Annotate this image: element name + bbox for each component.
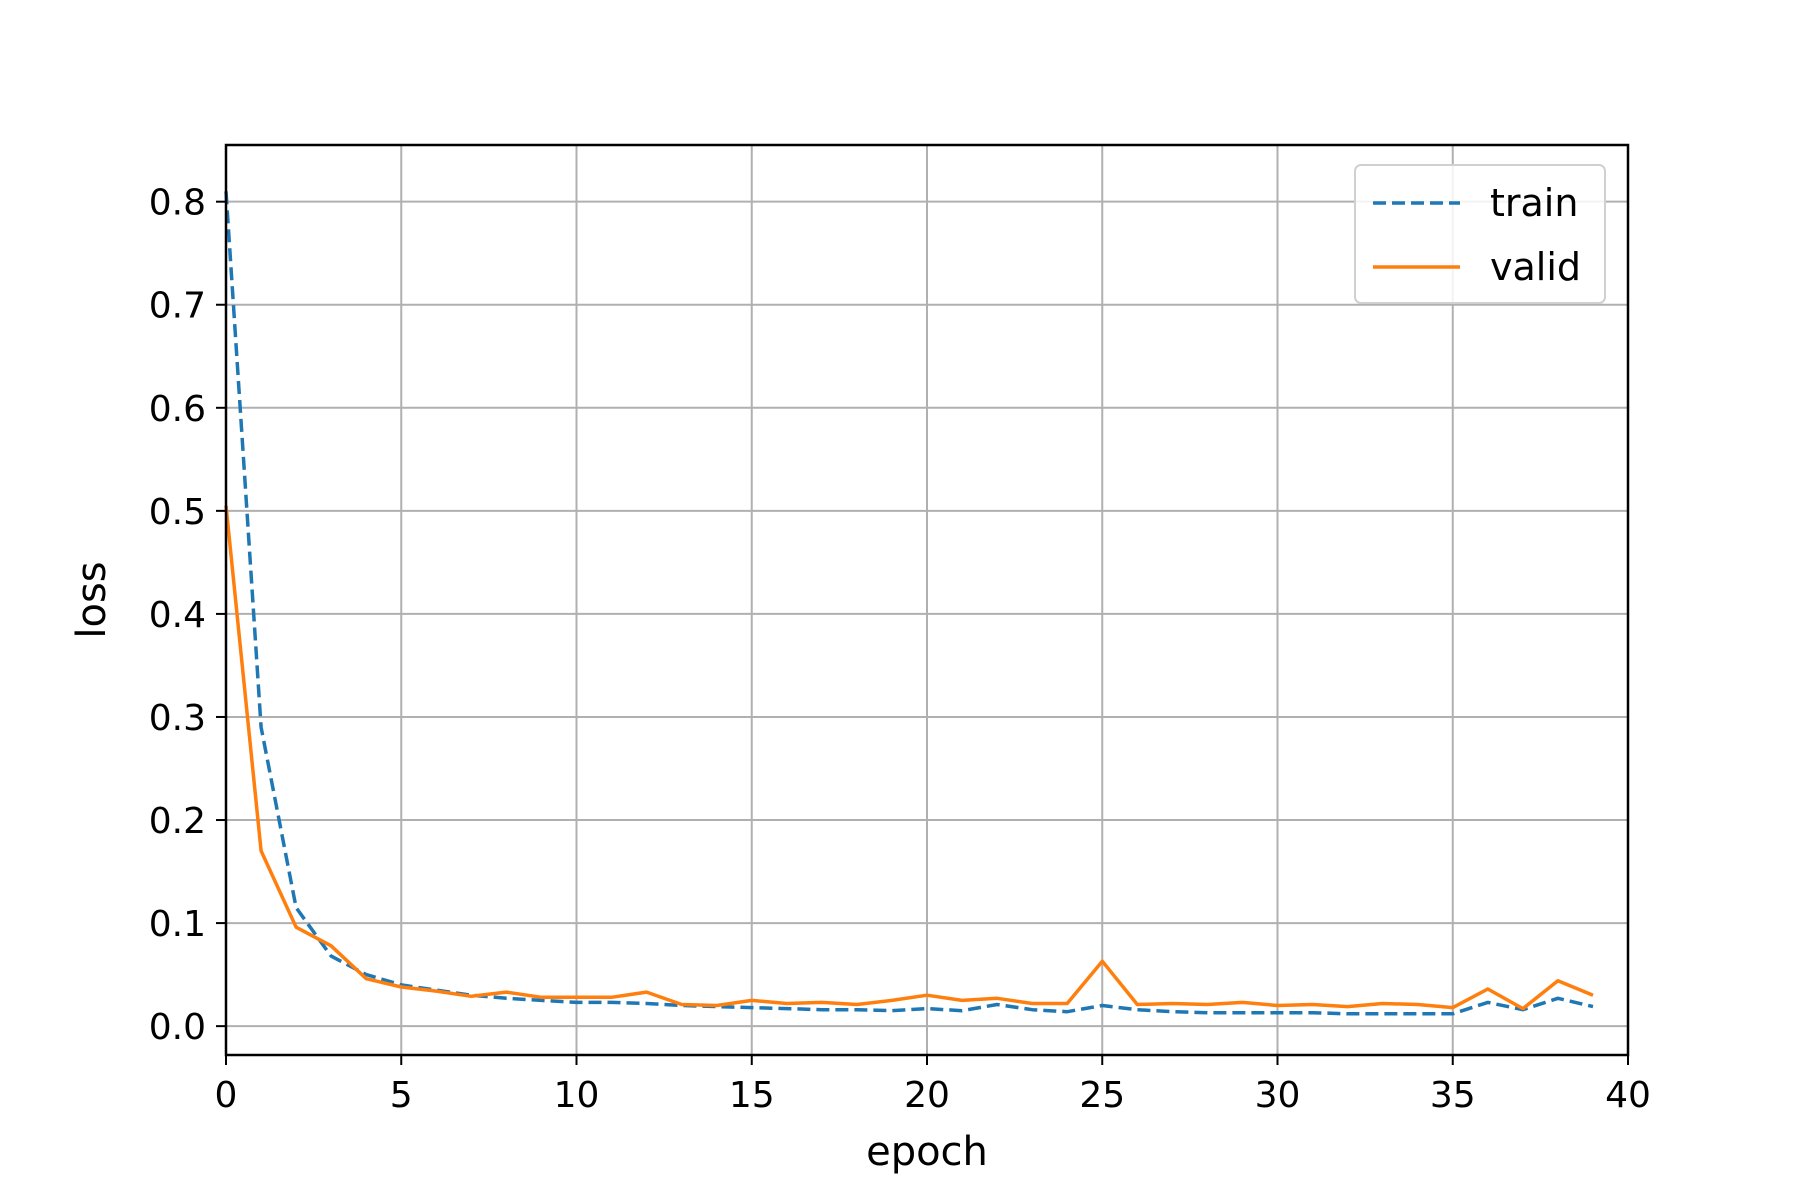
x-tick-label: 0: [215, 1075, 238, 1116]
y-tick-label: 0.4: [149, 595, 206, 636]
y-tick-label: 0.6: [149, 389, 206, 430]
y-axis-label: loss: [69, 561, 115, 638]
x-tick-label: 10: [554, 1075, 600, 1116]
x-tick-label: 35: [1430, 1075, 1476, 1116]
series-lines: [224, 191, 1594, 1016]
x-tick-label: 5: [390, 1075, 413, 1116]
x-tick-label: 30: [1255, 1075, 1301, 1116]
x-axis: 0 5 10 15 20 25 30 35 40: [215, 1055, 1651, 1116]
legend-label-valid: valid: [1490, 245, 1581, 289]
y-tick-label: 0.7: [149, 286, 206, 327]
x-axis-label: epoch: [866, 1129, 988, 1175]
x-tick-label: 15: [729, 1075, 775, 1116]
x-tick-label: 20: [904, 1075, 950, 1116]
y-tick-label: 0.1: [149, 904, 206, 945]
y-tick-label: 0.8: [149, 183, 206, 224]
y-tick-label: 0.0: [149, 1007, 206, 1048]
legend: train valid: [1354, 164, 1606, 304]
series-line-train: [224, 191, 1594, 1016]
x-tick-label: 25: [1079, 1075, 1125, 1116]
grid: [225, 145, 1629, 1055]
y-tick-label: 0.3: [149, 698, 206, 739]
legend-label-train: train: [1490, 181, 1578, 225]
series-line-valid: [224, 505, 1594, 1011]
x-tick-label: 40: [1605, 1075, 1651, 1116]
y-axis: 0.0 0.1 0.2 0.3 0.4 0.5 0.6 0.7 0.8: [149, 183, 226, 1048]
y-tick-label: 0.2: [149, 801, 206, 842]
y-tick-label: 0.5: [149, 492, 206, 533]
